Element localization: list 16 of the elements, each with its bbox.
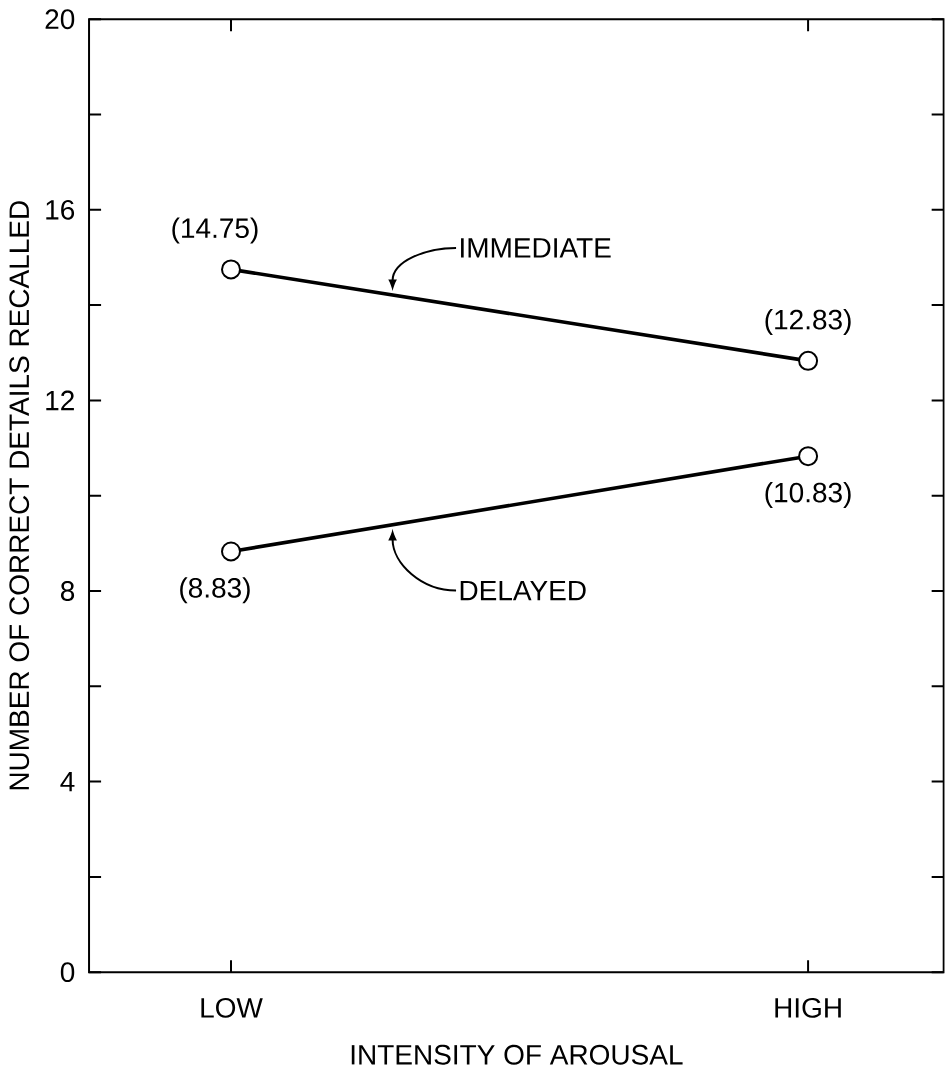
data-label: (14.75)	[172, 217, 258, 244]
text: DELAYED	[460, 580, 586, 601]
legend-label: IMMEDIATE	[461, 238, 611, 258]
x-axis-title: INTENSITY OF AROUSAL	[351, 1044, 683, 1065]
y-tick-label: 16	[46, 199, 75, 220]
y-tick-label: 8	[61, 581, 75, 601]
y-axis-title: NUMBER OF CORRECT DETAILS RECALLED	[9, 201, 30, 790]
y-tick-label: 0	[60, 962, 75, 983]
data-label: (12.83)	[765, 309, 851, 336]
x-tick-label: HIGH	[775, 997, 841, 1018]
y-tick-label: 4	[60, 771, 75, 792]
data-label: (8.83)	[180, 577, 250, 604]
y-tick-label: 12	[46, 390, 75, 411]
y-tick-label: 20	[45, 9, 75, 30]
x-tick-label: LOW	[201, 997, 263, 1018]
data-label: (10.83)	[765, 481, 851, 509]
